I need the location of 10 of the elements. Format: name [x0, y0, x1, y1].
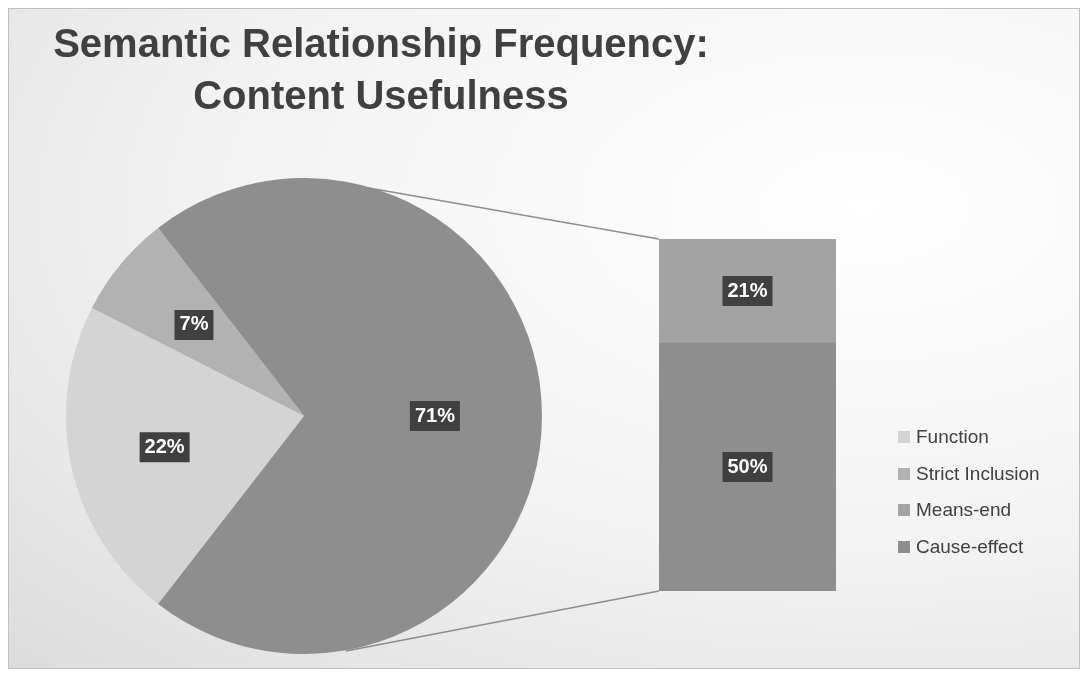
data-label: 22% [144, 434, 185, 457]
data-label: 7% [179, 312, 209, 335]
text: Means-end [916, 499, 1012, 522]
data-label: 21% [727, 278, 768, 301]
legend-label: Function [916, 426, 989, 449]
data-label: 50% [727, 454, 768, 477]
chart-title: Semantic Relationship Frequency: Content Usefulness [52, 20, 710, 119]
data-label: 71% [414, 403, 456, 426]
text: Cause-effect [916, 535, 1024, 558]
legend-label: Strict Inclusion [916, 462, 1040, 485]
